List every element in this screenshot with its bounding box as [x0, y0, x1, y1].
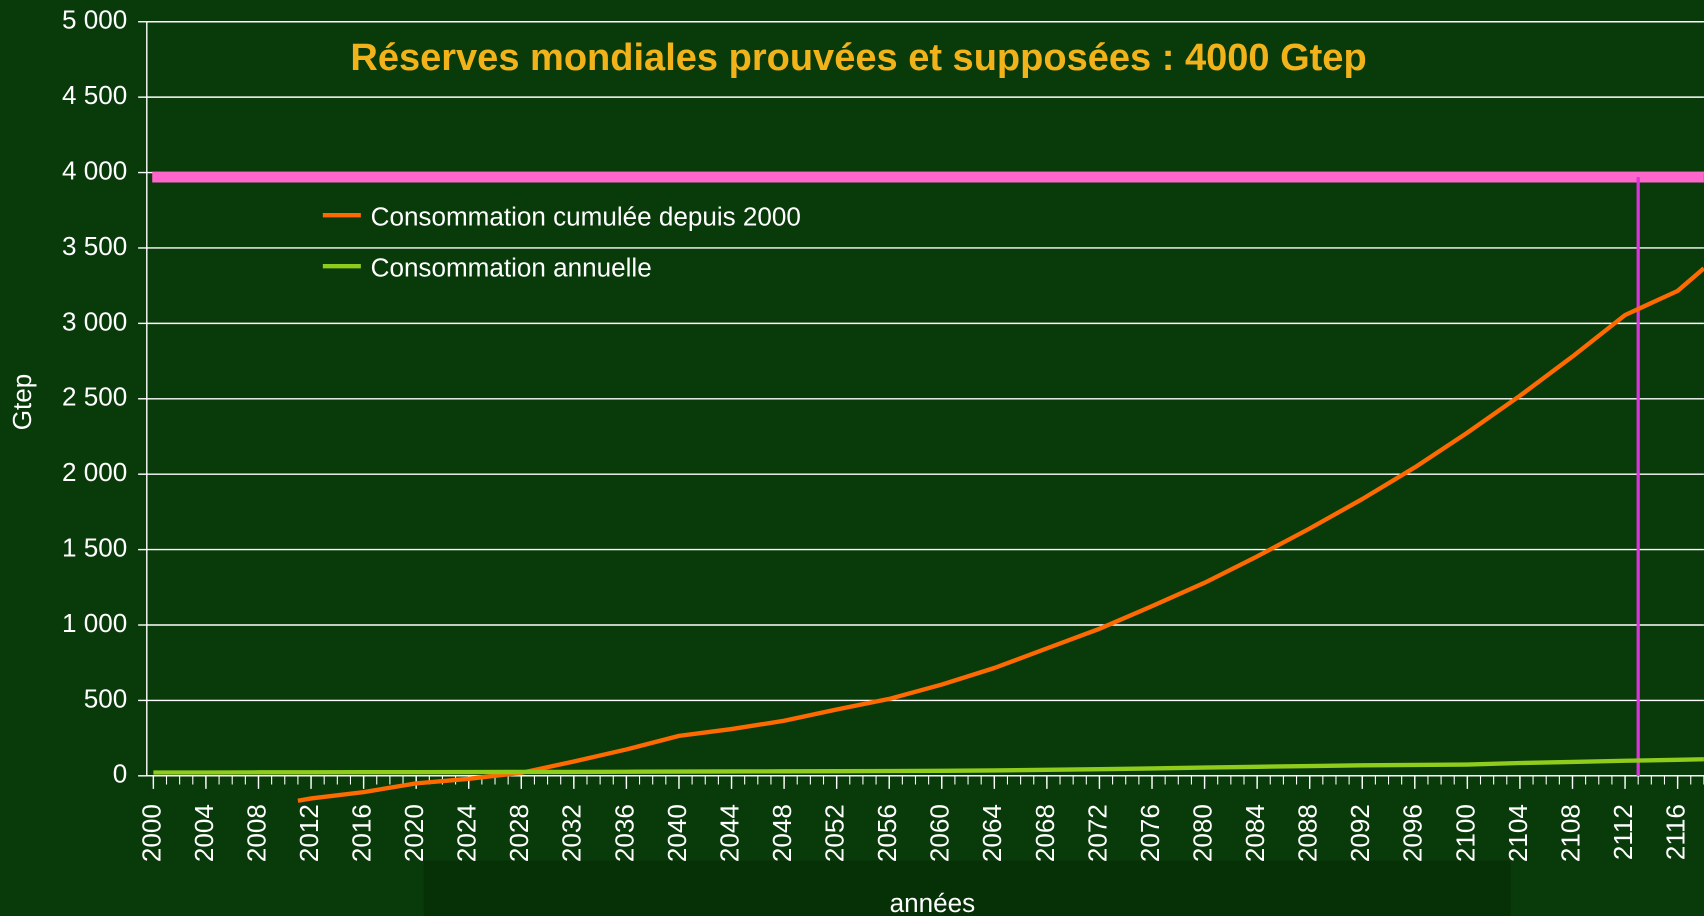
x-tick-label: 2028 — [504, 804, 534, 862]
x-tick-label: 2088 — [1293, 804, 1323, 862]
x-tick-label: 2056 — [872, 804, 902, 862]
x-tick-label: 2092 — [1345, 804, 1375, 862]
y-tick-label: 5 000 — [62, 5, 127, 35]
chart-title: Réserves mondiales prouvées et supposées… — [350, 37, 1366, 79]
x-tick-label: 2012 — [294, 804, 324, 862]
legend-label: Consommation annuelle — [371, 252, 652, 282]
x-tick-label: 2048 — [767, 804, 797, 862]
x-tick-label: 2008 — [241, 804, 271, 862]
x-tick-label: 2068 — [1030, 804, 1060, 862]
x-axis-label: années — [890, 888, 976, 916]
series-line — [297, 266, 1704, 803]
x-tick-label: 2016 — [347, 804, 377, 862]
x-tick-label: 2076 — [1135, 804, 1165, 862]
x-tick-label: 2024 — [452, 804, 482, 862]
x-tick-label: 2040 — [662, 804, 692, 862]
x-tick-label: 2108 — [1555, 804, 1585, 862]
y-tick-label: 3 000 — [62, 306, 127, 336]
x-tick-label: 2100 — [1450, 804, 1480, 862]
y-axis-label: Gtep — [7, 374, 37, 431]
x-tick-label: 2084 — [1240, 804, 1270, 862]
x-tick-label: 2116 — [1661, 804, 1691, 860]
y-tick-label: 3 500 — [62, 231, 127, 261]
y-tick-label: 4 000 — [62, 155, 127, 185]
y-tick-label: 2 500 — [62, 382, 127, 412]
x-tick-label: 2052 — [820, 804, 850, 862]
y-tick-label: 2 000 — [62, 457, 127, 487]
series-line — [153, 757, 1704, 775]
x-tick-label: 2080 — [1187, 804, 1217, 862]
x-tick-label: 2020 — [399, 804, 429, 862]
legend-label: Consommation cumulée depuis 2000 — [371, 201, 801, 231]
y-tick-label: 0 — [113, 759, 128, 789]
y-tick-label: 500 — [84, 683, 127, 713]
x-tick-label: 2096 — [1398, 804, 1428, 862]
y-tick-label: 1 000 — [62, 608, 127, 638]
x-tick-label: 2104 — [1503, 804, 1533, 862]
x-tick-label: 2064 — [977, 804, 1007, 862]
x-tick-label: 2032 — [557, 804, 587, 862]
x-tick-label: 2000 — [136, 804, 166, 862]
y-tick-label: 4 500 — [62, 80, 127, 110]
x-tick-label: 2060 — [925, 804, 955, 862]
y-tick-label: 1 500 — [62, 532, 127, 562]
x-tick-label: 2112 — [1608, 804, 1638, 860]
x-tick-label: 2044 — [714, 804, 744, 862]
x-tick-label: 2072 — [1082, 804, 1112, 862]
x-tick-label: 2004 — [189, 804, 219, 862]
footer-band — [423, 860, 1511, 916]
x-tick-label: 2036 — [609, 804, 639, 862]
